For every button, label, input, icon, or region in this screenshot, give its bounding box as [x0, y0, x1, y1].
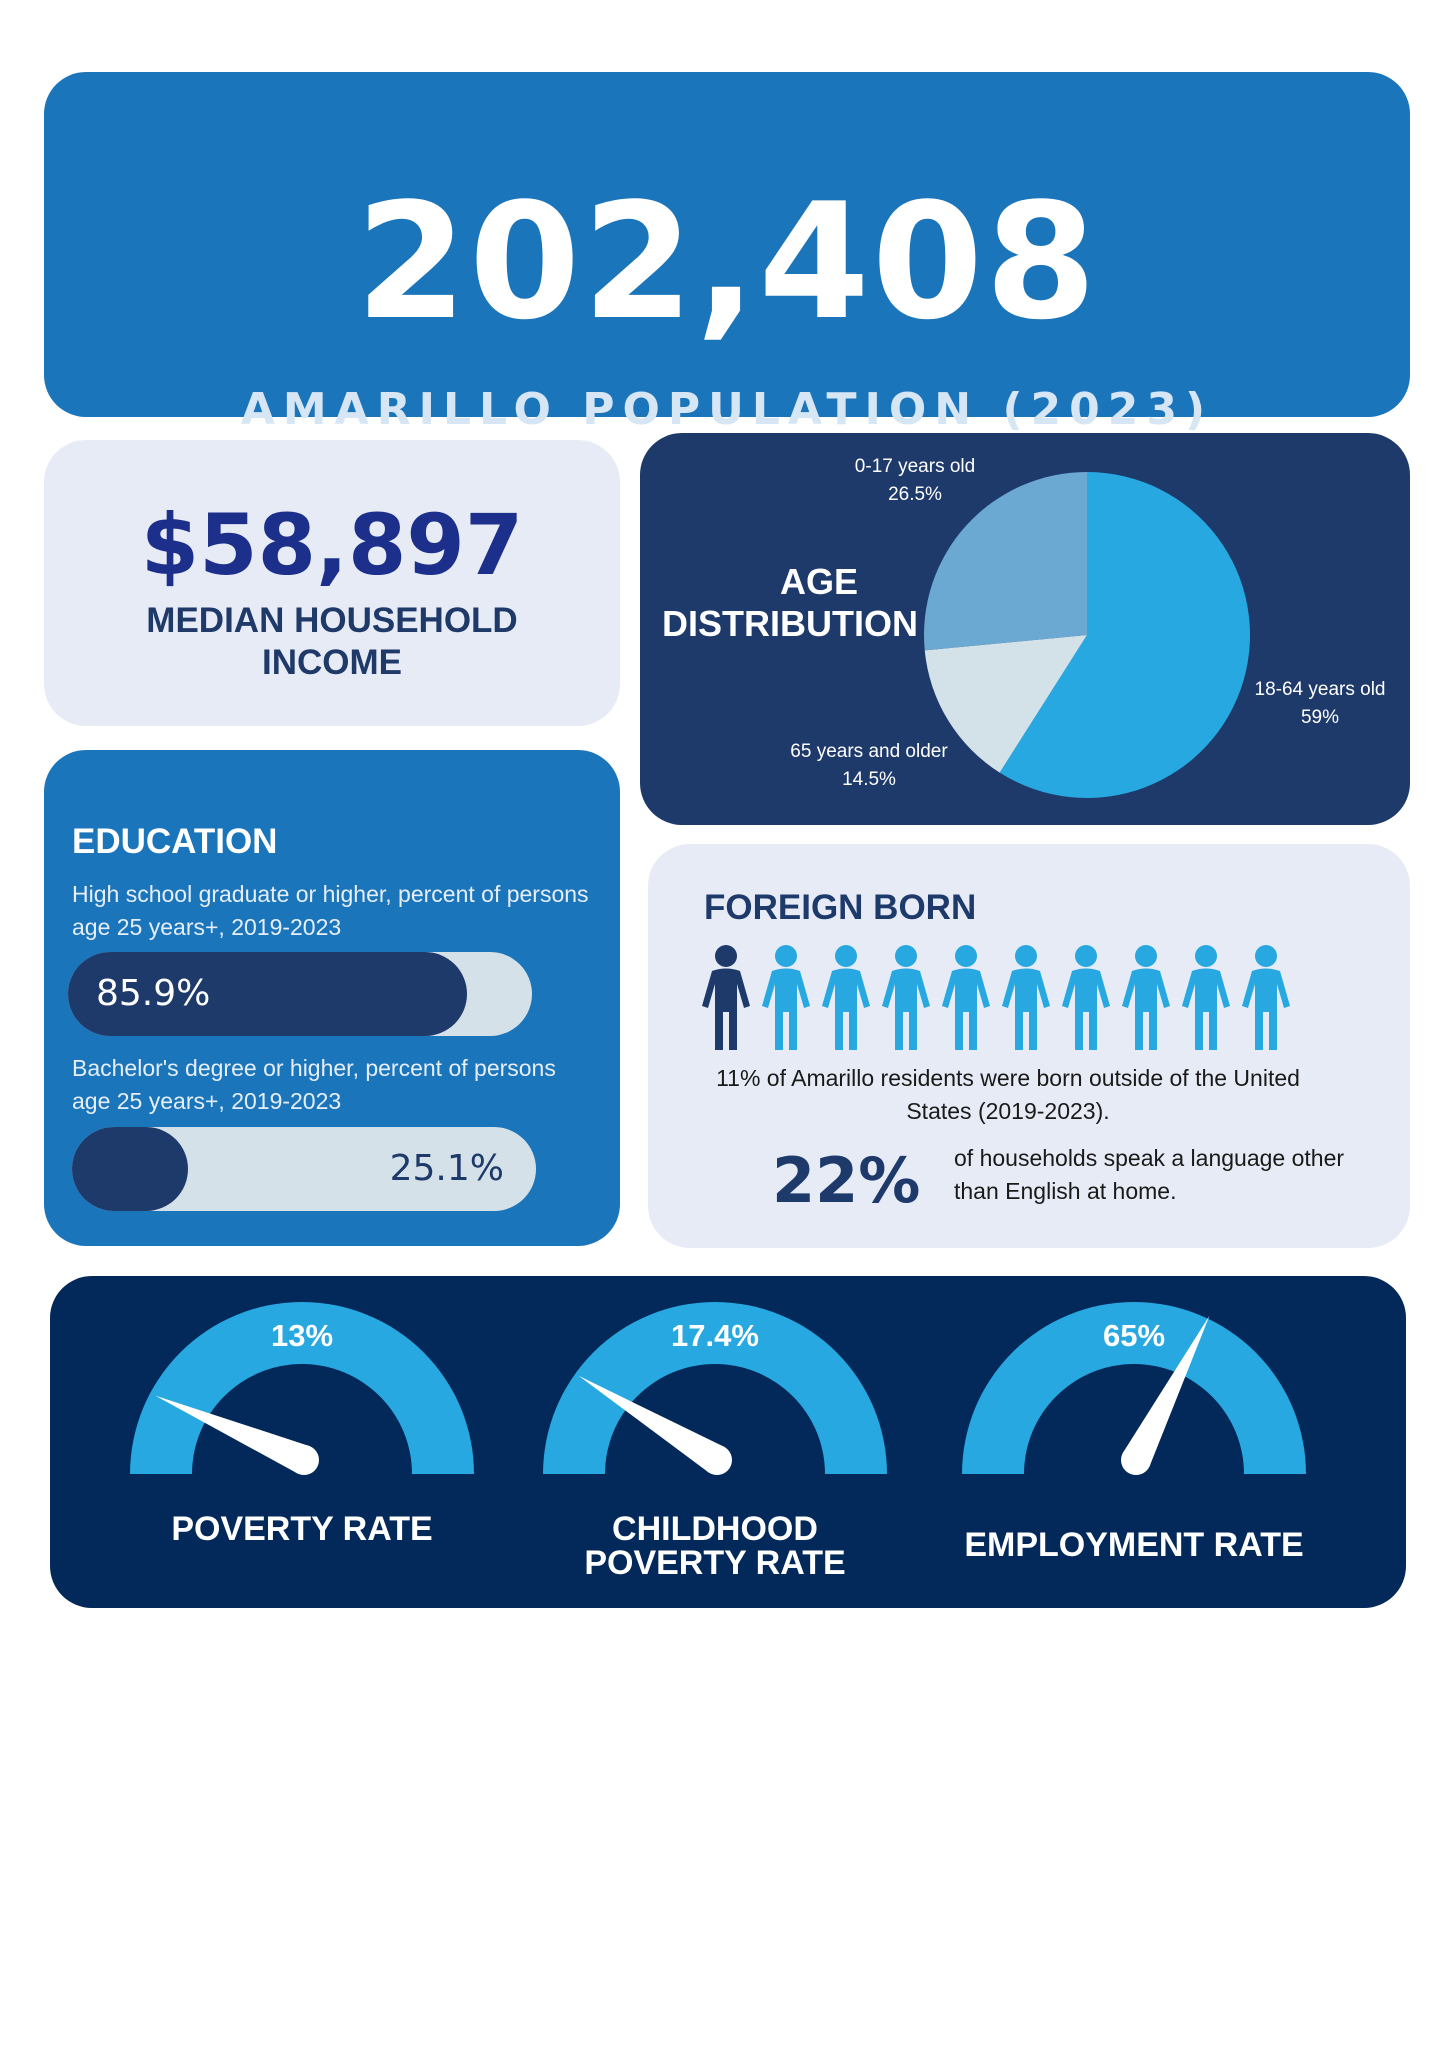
ba-value: 25.1% [389, 1148, 504, 1189]
language-text: of households speak a language other tha… [954, 1145, 1345, 1204]
childhood-poverty-label-line1: CHILDHOOD [612, 1510, 818, 1548]
income-card: $58,897 MEDIAN HOUSEHOLD INCOME [44, 440, 620, 726]
person-icon [942, 945, 990, 1050]
gauge-hub [1121, 1445, 1151, 1475]
person-icon [702, 945, 750, 1050]
pie-label-0-17-name: 0-17 years old [855, 456, 975, 477]
population-value: 202,408 [355, 168, 1099, 355]
childhood-poverty-gauge: 17.4% CHILDHOOD POVERTY RATE [505, 1276, 925, 1608]
age-title-line1: AGE [779, 561, 858, 602]
hs-value: 85.9% [96, 973, 211, 1014]
ba-progress-fill [72, 1127, 189, 1211]
gauge-hub [702, 1445, 732, 1475]
income-label-line2: INCOME [262, 643, 402, 682]
gauge-needle [1122, 1315, 1210, 1467]
gauge-arc [130, 1302, 474, 1474]
pie-label-65plus-value: 14.5% [842, 769, 896, 790]
education-card: EDUCATION High school graduate or higher… [44, 750, 620, 1246]
hs-description: High school graduate or higher, percent … [72, 881, 589, 940]
poverty-rate-label: POVERTY RATE [171, 1510, 433, 1548]
person-icon [1062, 945, 1110, 1050]
gauge-arc [962, 1302, 1306, 1474]
ba-description: Bachelor's degree or higher, percent of … [72, 1055, 556, 1114]
poverty-rate-value: 13% [270, 1318, 334, 1353]
pie-label-65plus-name: 65 years and older [790, 741, 948, 762]
employment-rate-value: 65% [1102, 1318, 1166, 1353]
education-title: EDUCATION [72, 822, 278, 861]
language-percent: 22% [772, 1144, 921, 1217]
foreign-born-title: FOREIGN BORN [704, 888, 977, 927]
pie-slice-2 [924, 472, 1087, 651]
pie-slice-1 [924, 635, 1087, 773]
employment-rate-gauge: 65% EMPLOYMENT RATE [924, 1276, 1344, 1608]
employment-rate-label: EMPLOYMENT RATE [964, 1526, 1304, 1564]
gauge-needle [578, 1375, 725, 1473]
foreign-born-text: 11% of Amarillo residents were born outs… [716, 1065, 1300, 1124]
foreign-born-card: FOREIGN BORN 11% of Amarillo residents w… [648, 844, 1410, 1248]
person-icon [822, 945, 870, 1050]
childhood-poverty-value: 17.4% [671, 1318, 759, 1353]
employment-gauge-dial [962, 1302, 1306, 1475]
person-icon [882, 945, 930, 1050]
income-label: MEDIAN HOUSEHOLD INCOME [44, 600, 620, 684]
population-label: AMARILLO POPULATION (2023) [240, 384, 1214, 435]
gauge-hub [289, 1445, 319, 1475]
age-pie-chart: 0-17 years old 26.5% 18-64 years old 59%… [790, 456, 1386, 798]
pie-slice-0 [999, 472, 1250, 798]
hs-progress-fill [68, 952, 467, 1036]
person-icon [1182, 945, 1230, 1050]
childhood-poverty-gauge-dial [543, 1302, 887, 1475]
pie-label-18-64-value: 59% [1301, 707, 1339, 728]
person-icon [1002, 945, 1050, 1050]
pie-label-18-64-name: 18-64 years old [1255, 679, 1386, 700]
gauge-needle [155, 1395, 310, 1474]
income-label-line1: MEDIAN HOUSEHOLD [146, 601, 518, 640]
ba-progress-bar: 25.1% [72, 1127, 536, 1211]
income-value: $58,897 [140, 496, 524, 594]
people-pictogram [702, 945, 1290, 1050]
pie-label-0-17-value: 26.5% [888, 484, 942, 505]
poverty-rate-gauge: 13% POVERTY RATE [92, 1276, 512, 1608]
age-distribution-card: AGE DISTRIBUTION 0-17 years old 26.5% 18… [640, 433, 1410, 825]
rates-card: 13% POVERTY RATE 17.4% CHILDHOOD POVERTY… [50, 1276, 1406, 1608]
hs-progress-bar: 85.9% [68, 952, 532, 1036]
person-icon [762, 945, 810, 1050]
person-icon [1242, 945, 1290, 1050]
population-card: 202,408 AMARILLO POPULATION (2023) [44, 72, 1410, 435]
poverty-gauge-dial [130, 1302, 474, 1475]
childhood-poverty-label-line2: POVERTY RATE [584, 1544, 846, 1582]
gauge-arc [543, 1302, 887, 1474]
person-icon [1122, 945, 1170, 1050]
